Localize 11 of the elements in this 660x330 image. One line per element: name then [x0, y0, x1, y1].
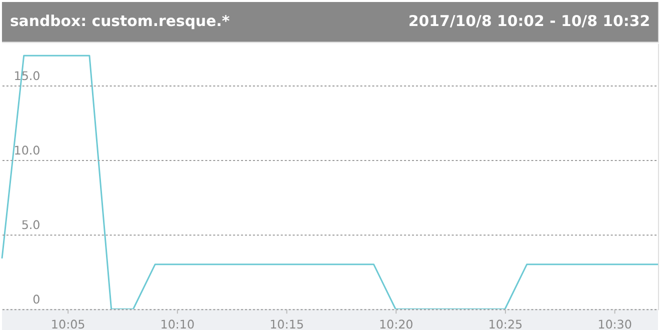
chart-subtitle: 2017/10/8 10:02 - 10/8 10:32	[408, 12, 650, 30]
x-tick-label: 10:15	[270, 318, 304, 330]
y-tick-label: 5.0	[21, 218, 40, 232]
y-tick-label: 0	[32, 292, 40, 307]
x-tick-label: 10:05	[50, 318, 86, 330]
x-tick-label: 10:20	[378, 318, 414, 330]
x-tick-label: 10:25	[488, 318, 523, 330]
y-tick-label: 10.0	[14, 144, 40, 158]
x-tick-label: 10:30	[598, 318, 632, 330]
chart-title: sandbox: custom.resque.*	[10, 12, 230, 30]
x-tick-label: 10:10	[160, 318, 195, 330]
